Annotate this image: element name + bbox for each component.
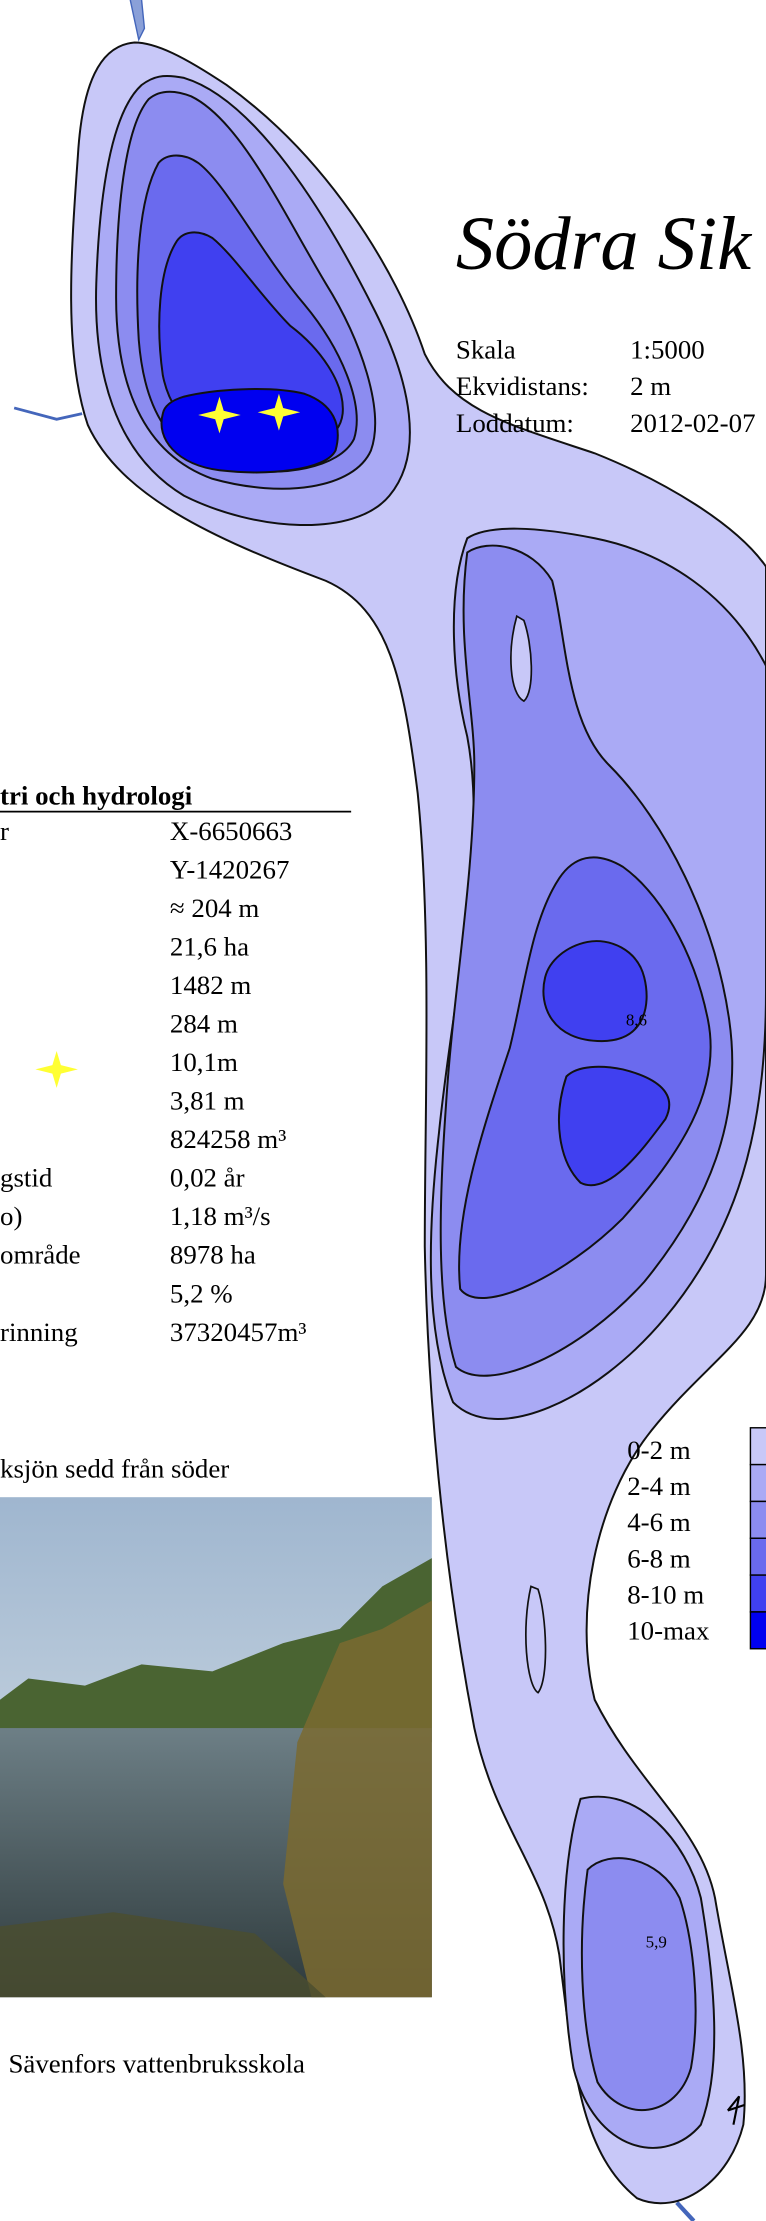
row-value: 37320457m³ (170, 1317, 307, 1347)
info-label: Loddatum: (456, 408, 574, 438)
photo-caption: ksjön sedd från söder (0, 1453, 229, 1483)
row-value: 0,02 år (170, 1163, 245, 1193)
depth-zone (158, 231, 671, 1186)
row-value: 5,2 % (170, 1278, 233, 1308)
legend-label: 10-max (627, 1616, 710, 1646)
info-label: Ekvidistans: (456, 371, 589, 401)
photo-bushes (283, 1600, 432, 1998)
legend-swatch (749, 1463, 766, 1503)
row-value: X-6650663 (170, 816, 292, 846)
info-value: 2012-02-07 (630, 408, 755, 438)
photo (0, 1497, 432, 1998)
row-label: o) (0, 1201, 22, 1231)
star (198, 396, 241, 434)
row-value: Y-1420267 (170, 854, 289, 884)
footer: Sävenfors vattenbruksskola (8, 2048, 304, 2078)
legend-swatch (749, 1500, 766, 1539)
lake-map (13, 0, 766, 2221)
row-value: 3,81 m (170, 1086, 245, 1116)
arrow-icon (726, 2095, 746, 2125)
row-value: 284 m (170, 1009, 238, 1039)
deepest-point (35, 393, 301, 1088)
row-label: rinning (0, 1317, 78, 1347)
row-value: 8978 ha (170, 1240, 256, 1270)
photo-reeds (0, 1912, 326, 1998)
row-value: 1,18 m³/s (170, 1201, 271, 1231)
depth-zone (160, 388, 339, 474)
star (257, 393, 301, 431)
legend-swatch (749, 1537, 766, 1576)
inlet (129, 0, 146, 42)
inlet (13, 406, 83, 421)
row-value: 21,6 ha (170, 932, 249, 962)
island (510, 614, 533, 703)
row-label: r (0, 816, 9, 846)
legend-label: 6-8 m (627, 1543, 691, 1573)
row-value: 1482 m (170, 970, 251, 1000)
map-title: Södra Sik (456, 201, 753, 286)
inlet (675, 2201, 696, 2221)
legend-label: 2-4 m (627, 1471, 691, 1501)
depth-label: 5,9 (646, 1933, 667, 1952)
legend-label: 8-10 m (627, 1579, 704, 1609)
star (35, 1051, 78, 1088)
info-label: Skala (456, 334, 516, 364)
legend-swatch (749, 1427, 766, 1466)
info-value: 1:5000 (630, 334, 705, 364)
row-label: område (0, 1240, 81, 1270)
row-value: ≈ 204 m (170, 893, 260, 923)
island (525, 1585, 547, 1694)
row-value: 824258 m³ (170, 1124, 286, 1154)
legend-swatch (749, 1611, 766, 1650)
legend-label: 4-6 m (627, 1507, 691, 1537)
row-label: gstid (0, 1163, 53, 1193)
legend-swatch (749, 1574, 766, 1613)
legend-label: 0-2 m (627, 1435, 691, 1465)
table-heading: tri och hydrologi (0, 781, 193, 811)
row-value: 10,1m (170, 1047, 238, 1077)
info-value: 2 m (630, 371, 671, 401)
depth-label: 8,6 (626, 1011, 647, 1030)
